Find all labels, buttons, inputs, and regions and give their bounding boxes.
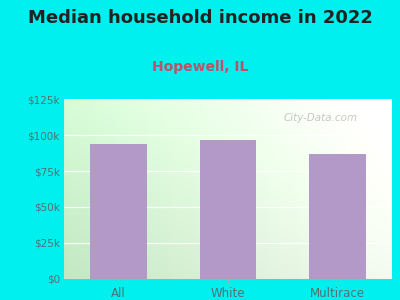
Bar [200, 140, 256, 279]
Text: Median household income in 2022: Median household income in 2022 [28, 9, 372, 27]
Bar [309, 154, 366, 279]
Bar [90, 144, 147, 279]
Text: City-Data.com: City-Data.com [284, 113, 358, 123]
Text: Hopewell, IL: Hopewell, IL [152, 60, 248, 74]
